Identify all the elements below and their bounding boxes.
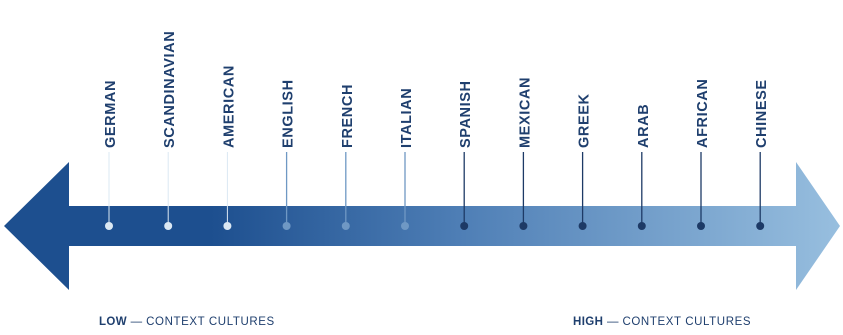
culture-label-english: ENGLISH xyxy=(281,79,297,148)
culture-markers: GERMAN SCANDINAVIAN AMERICAN ENGLISH FRENCH I… xyxy=(103,31,770,230)
low-caption-strong: LOW xyxy=(99,316,128,328)
low-context-caption: LOW — CONTEXT CULTURES xyxy=(99,316,275,328)
marker-dot-chinese xyxy=(756,222,765,230)
marker-dot-scandinavian xyxy=(164,222,173,230)
marker-dot-mexican xyxy=(519,222,528,230)
marker-dot-greek xyxy=(578,222,587,230)
low-caption-text: CONTEXT CULTURES xyxy=(146,316,275,328)
high-caption-strong: HIGH xyxy=(573,316,604,328)
marker-dot-french xyxy=(341,222,350,230)
culture-label-greek: GREEK xyxy=(577,93,593,148)
marker-dot-arab xyxy=(637,222,646,230)
culture-label-french: FRENCH xyxy=(340,84,356,148)
culture-label-arab: ARAB xyxy=(636,104,652,148)
culture-label-african: AFRICAN xyxy=(695,79,711,148)
double-headed-arrow xyxy=(4,162,840,290)
marker-dot-spanish xyxy=(460,222,469,230)
culture-label-scandinavian: SCANDINAVIAN xyxy=(162,31,178,148)
low-caption-dash: — xyxy=(130,316,143,328)
culture-label-spanish: SPANISH xyxy=(458,80,474,148)
culture-label-italian: ITALIAN xyxy=(399,88,415,148)
marker-dot-english xyxy=(282,222,291,230)
high-caption-text: CONTEXT CULTURES xyxy=(622,316,752,328)
culture-label-chinese: CHINESE xyxy=(754,79,770,148)
high-caption-dash: — xyxy=(606,316,619,328)
high-context-caption: HIGH — CONTEXT CULTURES xyxy=(573,316,751,328)
culture-label-american: AMERICAN xyxy=(221,65,237,148)
marker-dot-american xyxy=(223,222,232,230)
marker-dot-german xyxy=(105,222,113,230)
marker-dot-african xyxy=(697,222,705,230)
culture-label-mexican: MEXICAN xyxy=(517,77,533,148)
marker-dot-italian xyxy=(401,222,409,230)
culture-label-german: GERMAN xyxy=(103,80,119,148)
